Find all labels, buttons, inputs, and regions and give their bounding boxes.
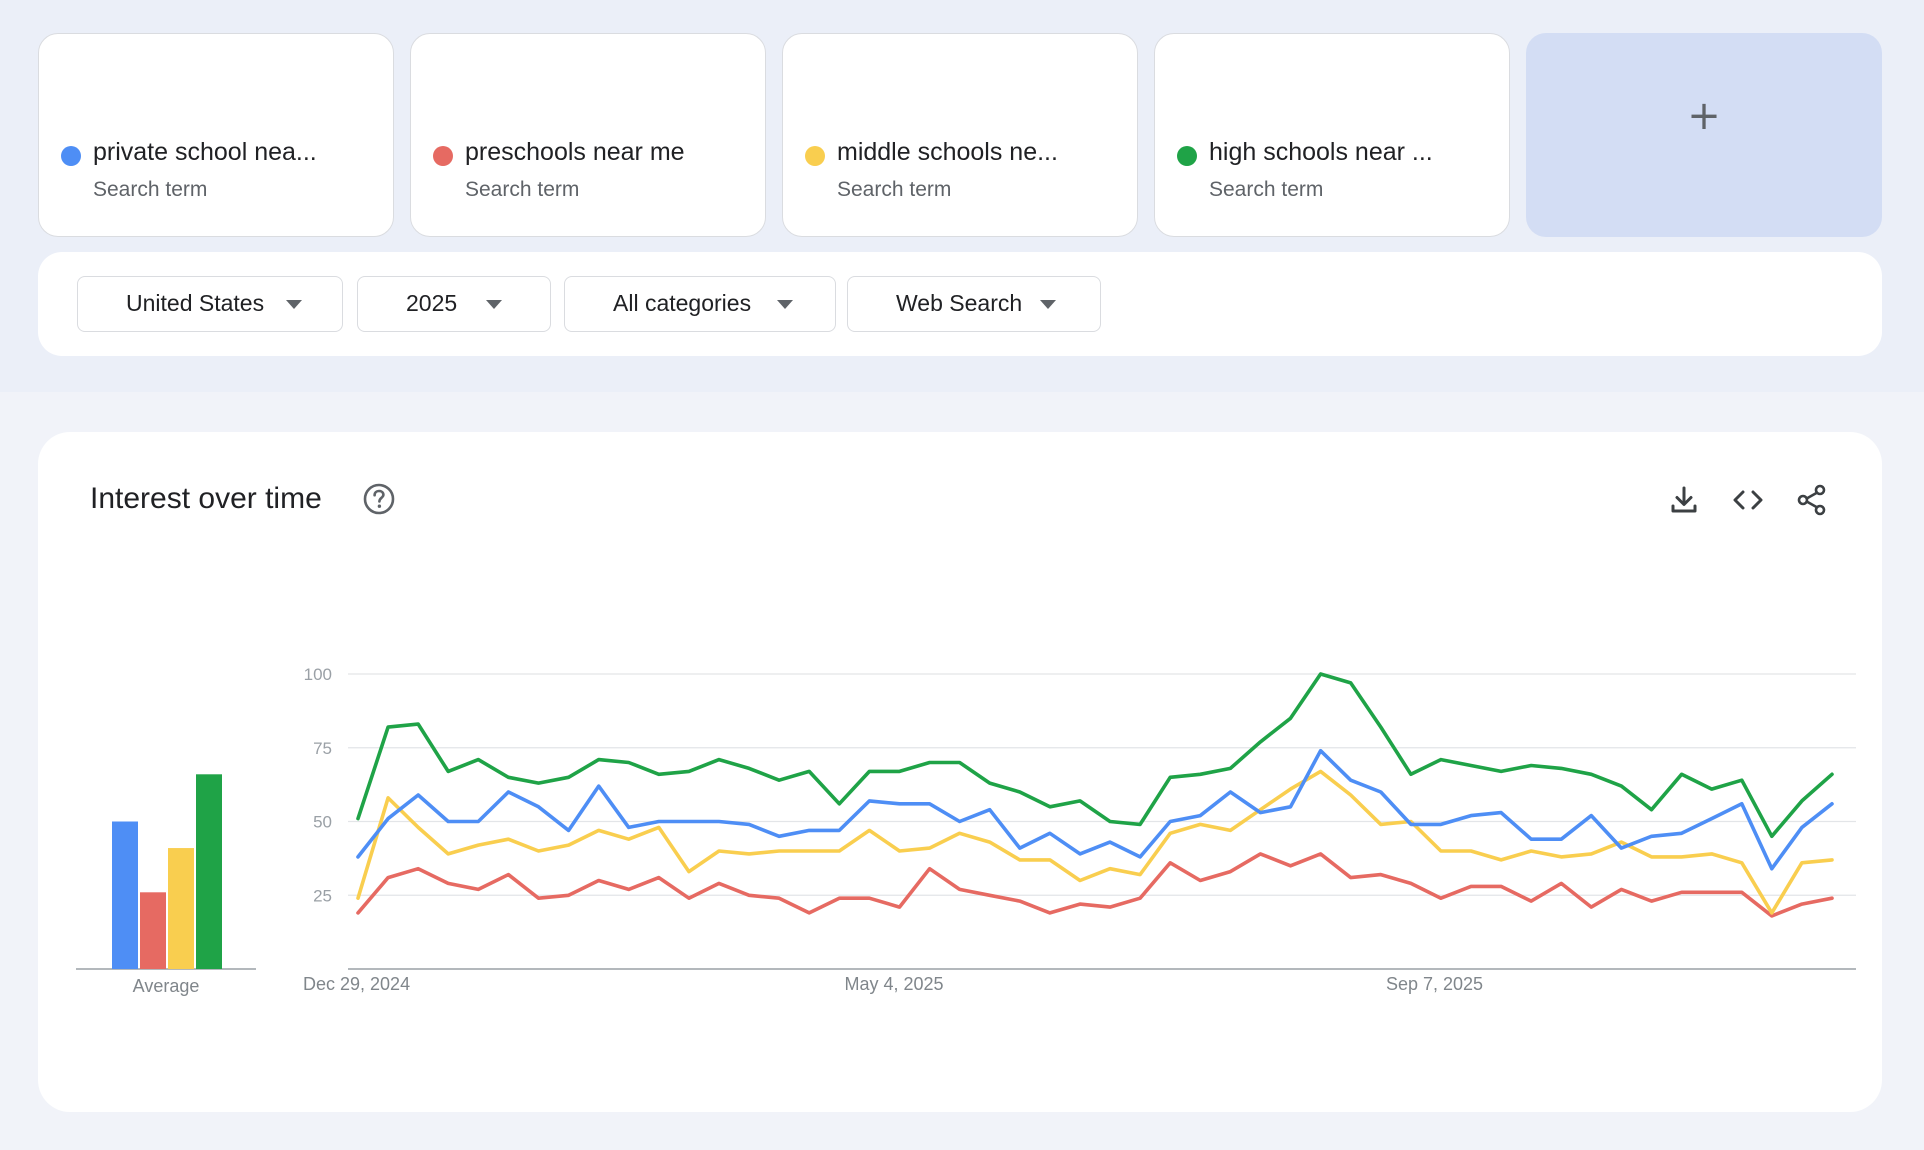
search-term-label: private school nea... — [93, 138, 317, 166]
chevron-down-icon — [777, 300, 793, 309]
search-term-type: Search term — [93, 178, 208, 201]
download-icon[interactable] — [1666, 482, 1702, 518]
share-icon[interactable] — [1794, 482, 1830, 518]
category-dropdown[interactable]: All categories — [564, 276, 836, 332]
y-tick-label: 100 — [304, 665, 332, 684]
interest-over-time-chart: 25 50 75 100 Dec 29, 2024 May 4, 2025 Sep 7, 2… — [76, 665, 1856, 996]
search-term-card-2[interactable]: preschools near me Search term — [410, 33, 766, 237]
search-term-type: Search term — [1209, 178, 1324, 201]
series-line-3 — [356, 769, 1834, 915]
average-bar-2 — [140, 892, 166, 969]
series-line-4 — [356, 672, 1834, 839]
y-tick-label: 50 — [313, 813, 332, 832]
series-line-2 — [356, 852, 1834, 918]
series-color-dot — [61, 146, 81, 166]
chevron-down-icon — [1040, 300, 1056, 309]
chevron-down-icon — [486, 300, 502, 309]
average-bar-3 — [168, 848, 194, 969]
time-range-dropdown[interactable]: 2025 — [357, 276, 551, 332]
average-label: Average — [133, 976, 200, 996]
search-term-label: preschools near me — [465, 138, 685, 166]
region-dropdown-label: United States — [126, 290, 265, 316]
average-bar-4 — [196, 774, 222, 969]
average-bar-1 — [112, 821, 138, 969]
y-tick-label: 75 — [313, 739, 332, 758]
y-tick-label: 25 — [313, 886, 332, 905]
series-line-1 — [356, 748, 1834, 871]
search-type-dropdown[interactable]: Web Search — [847, 276, 1101, 332]
interest-over-time-card: Interest over time 25 50 75 100 Dec 29, 2024… — [38, 432, 1882, 1112]
search-term-card-3[interactable]: middle schools ne... Search term — [782, 33, 1138, 237]
embed-code-icon[interactable] — [1730, 482, 1766, 518]
search-term-card-4[interactable]: high schools near ... Search term — [1154, 33, 1510, 237]
series-color-dot — [805, 146, 825, 166]
x-tick-label: May 4, 2025 — [844, 974, 943, 994]
series-color-dot — [1177, 146, 1197, 166]
category-dropdown-label: All categories — [613, 290, 752, 316]
help-icon[interactable] — [362, 482, 396, 516]
search-term-type: Search term — [465, 178, 580, 201]
search-type-dropdown-label: Web Search — [896, 290, 1023, 316]
x-tick-label: Dec 29, 2024 — [303, 974, 410, 994]
filter-bar: United States 2025 All categories Web Se… — [38, 252, 1882, 356]
time-range-dropdown-label: 2025 — [406, 290, 458, 316]
search-term-label: high schools near ... — [1209, 138, 1433, 166]
x-tick-label: Sep 7, 2025 — [1386, 974, 1483, 994]
chart-title: Interest over time — [90, 482, 322, 515]
search-term-type: Search term — [837, 178, 952, 201]
plus-icon: + — [1687, 93, 1721, 139]
chevron-down-icon — [286, 300, 302, 309]
region-dropdown[interactable]: United States — [77, 276, 343, 332]
search-term-label: middle schools ne... — [837, 138, 1058, 166]
add-comparison-button[interactable]: + — [1526, 33, 1882, 237]
search-term-card-1[interactable]: private school nea... Search term — [38, 33, 394, 237]
series-color-dot — [433, 146, 453, 166]
